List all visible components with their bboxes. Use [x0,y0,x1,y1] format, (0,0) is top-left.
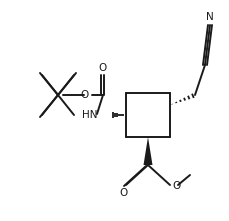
Text: HN: HN [82,110,98,120]
Text: O: O [80,90,89,100]
Text: N: N [205,12,213,22]
Text: O: O [119,188,128,198]
Polygon shape [143,137,152,165]
Text: O: O [171,181,180,191]
Text: O: O [98,63,107,73]
